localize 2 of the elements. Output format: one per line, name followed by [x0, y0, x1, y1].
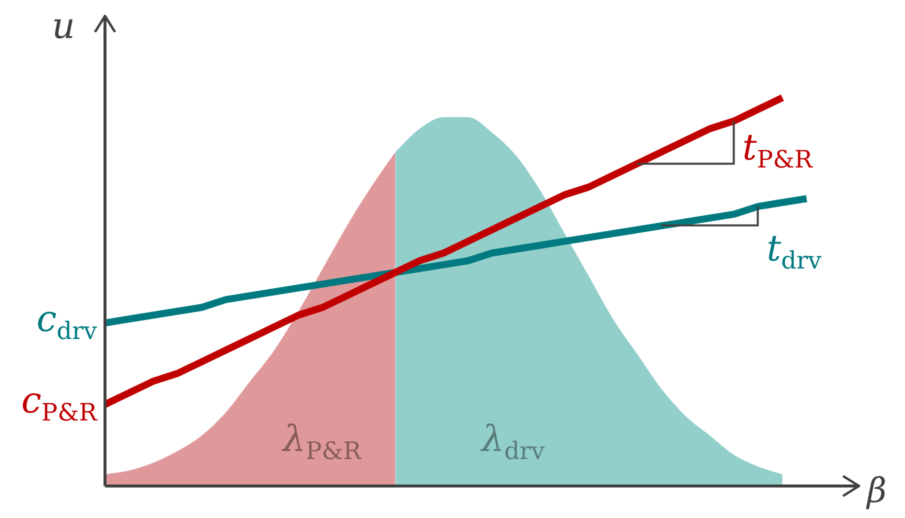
- x-axis-title: β: [865, 471, 887, 511]
- y-axis-title: u: [52, 6, 75, 47]
